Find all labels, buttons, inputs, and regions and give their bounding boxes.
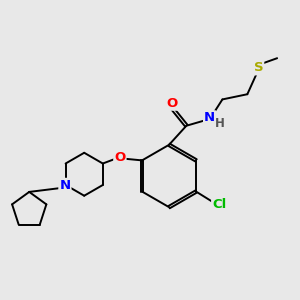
Text: S: S [254,61,263,74]
Text: N: N [59,179,70,192]
Text: O: O [166,97,177,110]
Text: O: O [114,152,125,164]
Text: N: N [204,111,215,124]
Text: H: H [215,117,225,130]
Text: Cl: Cl [212,198,226,211]
